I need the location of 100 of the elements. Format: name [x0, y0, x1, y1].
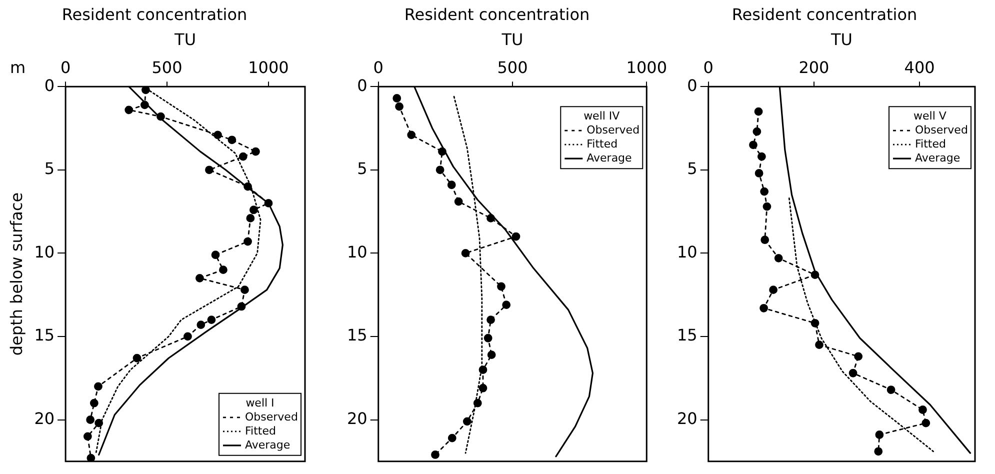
x-axis-title: TU [500, 30, 524, 49]
point [848, 368, 858, 378]
point [484, 334, 492, 342]
point [246, 214, 255, 222]
point [810, 318, 820, 328]
point [760, 236, 770, 244]
x-tick-label: 0 [703, 58, 714, 78]
x-tick-label: 500 [497, 58, 528, 78]
y-tick-label: 10 [34, 242, 55, 262]
point [754, 169, 764, 178]
point [392, 94, 402, 102]
point [486, 214, 495, 222]
point [205, 166, 214, 174]
point [249, 206, 258, 214]
point [774, 254, 783, 262]
y-tick-label: 20 [347, 408, 368, 428]
point [447, 180, 456, 190]
point [815, 340, 824, 349]
point [502, 300, 511, 310]
point [512, 232, 520, 241]
legend-title: well IV [584, 109, 620, 122]
point [754, 107, 763, 116]
point [184, 332, 192, 341]
point [752, 127, 762, 136]
chart-title: Resident concentration [404, 4, 590, 24]
legend-label: Fitted [245, 424, 276, 438]
point [214, 130, 222, 140]
legend-label: Observed [915, 123, 968, 136]
point [395, 102, 404, 111]
point [94, 382, 102, 391]
y-axis-title: depth below surface [6, 192, 26, 356]
point [237, 302, 246, 311]
point [244, 237, 252, 246]
point [454, 197, 463, 206]
point [762, 202, 772, 211]
point [83, 432, 92, 441]
point [875, 430, 884, 439]
y-tick-label: 10 [347, 242, 368, 262]
point [94, 418, 104, 428]
point [240, 286, 249, 294]
point [478, 384, 488, 392]
y-tick-label: 15 [347, 326, 368, 345]
point [854, 352, 863, 361]
point [478, 366, 488, 374]
point [486, 316, 495, 324]
chart-title: Resident concentration [62, 4, 248, 24]
point [769, 286, 778, 294]
legend-label: Average [586, 151, 632, 164]
legend-label: Observed [586, 123, 640, 136]
point [90, 398, 98, 408]
point [142, 86, 150, 94]
legend-title: well I [246, 396, 274, 410]
legend-label: Average [915, 151, 960, 164]
point [918, 406, 927, 414]
y-tick-label: 5 [687, 159, 698, 178]
point [461, 248, 470, 258]
x-tick-label: 200 [798, 58, 830, 78]
point [132, 354, 142, 362]
legend-label: Fitted [915, 137, 946, 150]
chart-title: Resident concentration [732, 4, 918, 24]
point [219, 266, 228, 274]
point [228, 136, 236, 144]
point [886, 386, 896, 394]
point [407, 130, 416, 140]
point [156, 112, 165, 121]
point [140, 100, 149, 110]
point [874, 447, 883, 456]
point [757, 152, 766, 161]
point [487, 350, 496, 359]
point [264, 199, 273, 208]
legend-label: Observed [245, 410, 298, 424]
point [86, 454, 96, 462]
point [462, 417, 472, 426]
point [760, 304, 768, 312]
x-tick-label: 0 [60, 58, 71, 78]
y-tick-label: 5 [44, 159, 55, 178]
x-tick-label: 1000 [626, 58, 667, 78]
x-tick-label: 400 [904, 58, 935, 78]
x-tick-label: 1000 [248, 58, 289, 78]
legend-title: well V [914, 109, 947, 122]
x-tick-label: 500 [152, 58, 182, 78]
point [448, 434, 456, 442]
point [124, 106, 134, 114]
point [251, 147, 260, 156]
point [760, 187, 769, 196]
y-tick-label: 15 [677, 326, 698, 345]
point [810, 270, 820, 280]
y-tick-label: 0 [44, 76, 55, 95]
point [431, 450, 440, 459]
x-tick-label: 0 [373, 58, 384, 78]
point [749, 140, 758, 150]
point [436, 166, 444, 174]
point [196, 320, 206, 330]
point [497, 282, 506, 291]
y-tick-label: 5 [357, 159, 368, 178]
y-tick-label: 0 [687, 76, 698, 95]
point [473, 398, 482, 408]
x-axis-title: TU [830, 30, 852, 49]
legend-label: Fitted [586, 137, 618, 150]
y-tick-label: 20 [677, 408, 698, 428]
